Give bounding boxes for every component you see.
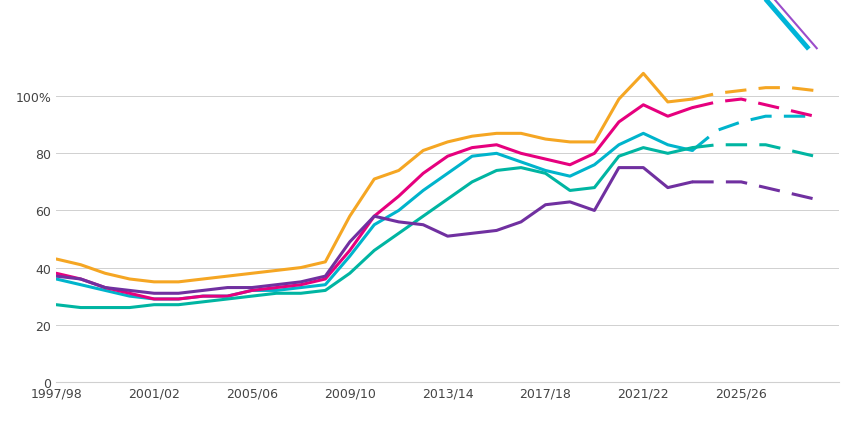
Text: IfG: IfG [807, 13, 846, 37]
Text: Public sector balance sheet measures (% of GDP), 1997/98 to 2028/29: Public sector balance sheet measures (% … [10, 17, 590, 33]
